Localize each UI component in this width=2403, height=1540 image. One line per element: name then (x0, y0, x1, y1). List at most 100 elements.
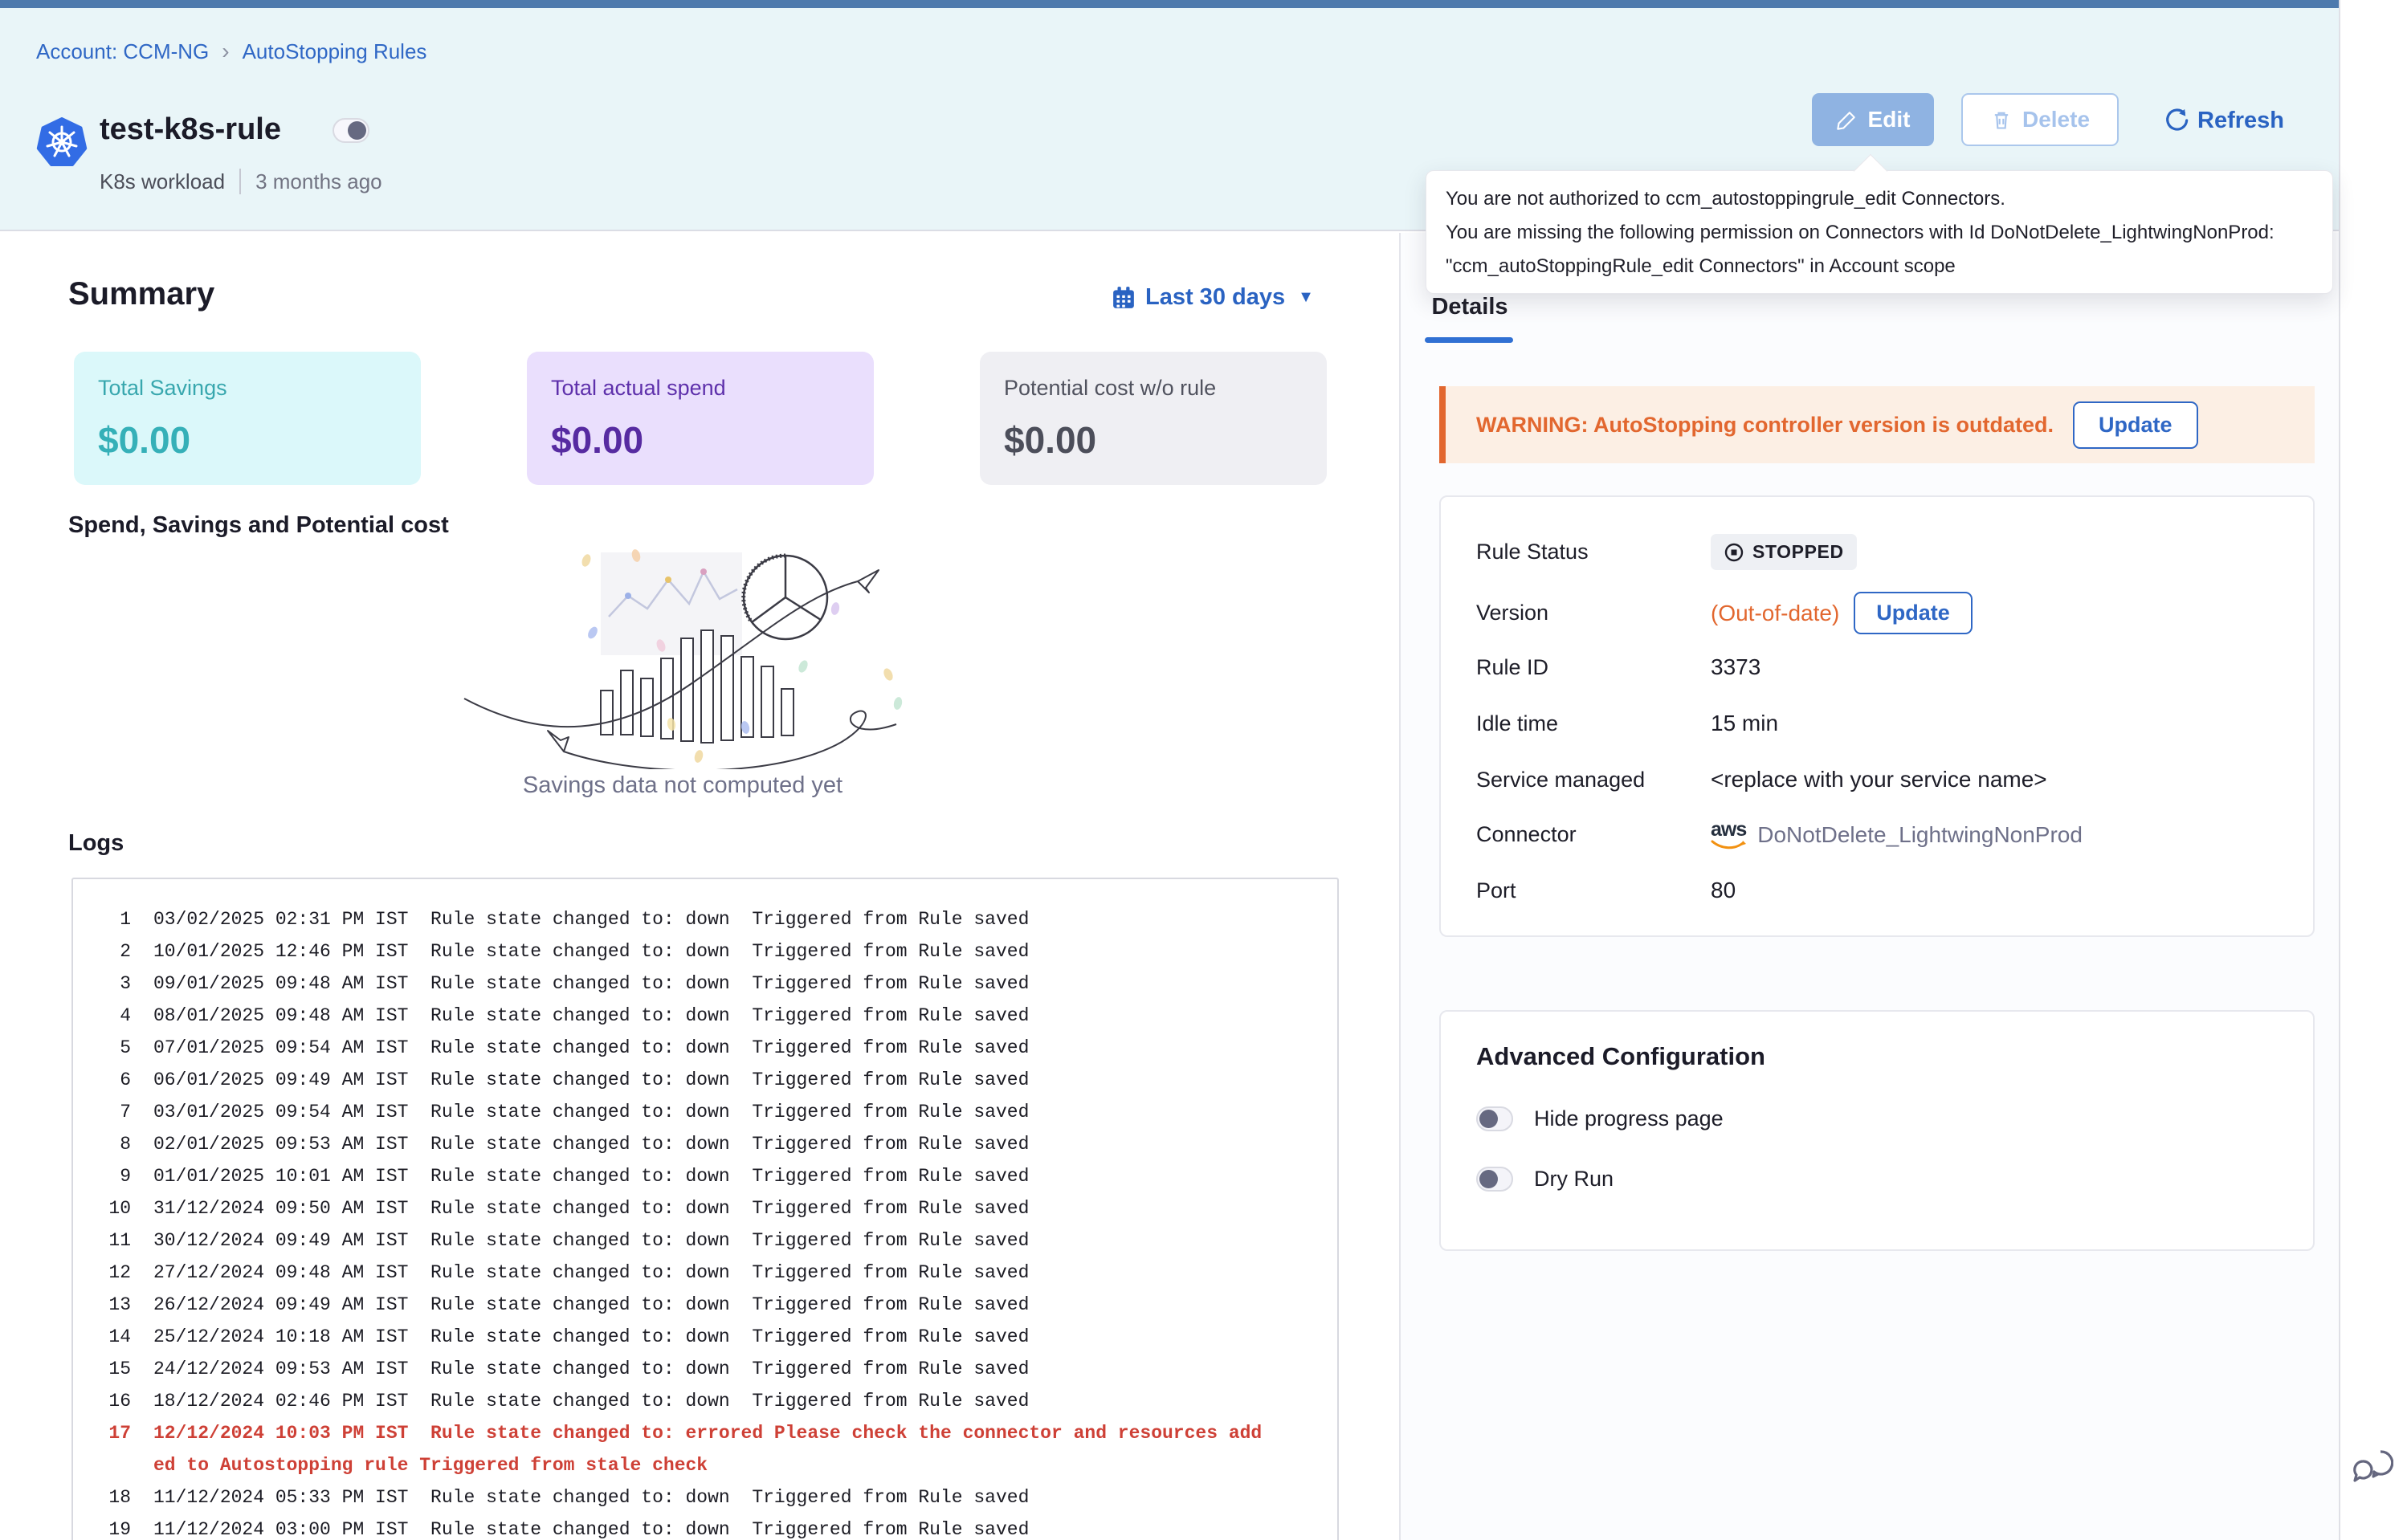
log-line-number: 13 (108, 1294, 131, 1315)
tab-active-indicator (1425, 337, 1513, 343)
idle-time-value: 15 min (1711, 711, 1779, 735)
status-badge: STOPPED (1711, 534, 1857, 570)
service-managed-row: Service managed <replace with your servi… (1476, 767, 2047, 792)
subtitle-divider (239, 169, 242, 194)
hide-progress-page-toggle[interactable] (1476, 1106, 1513, 1131)
tab-details[interactable]: Details (1431, 294, 1508, 320)
right-gutter (2339, 0, 2403, 1540)
log-row: 11 30/12/2024 09:49 AM IST Rule state cha… (91, 1224, 1321, 1257)
trash-icon (1994, 112, 2009, 129)
log-row: 6 06/01/2025 09:49 AM IST Rule state chan… (91, 1064, 1321, 1096)
log-row: 7 03/01/2025 09:54 AM IST Rule state chan… (91, 1096, 1321, 1128)
breadcrumb: Account: CCM-NG › AutoStopping Rules (36, 39, 426, 64)
tooltip-line-3: "ccm_autoStoppingRule_edit Connectors" i… (1446, 255, 1956, 277)
toggle-label: Dry Run (1534, 1167, 1614, 1191)
logs-heading: Logs (68, 830, 124, 856)
empty-chart-illustration (463, 549, 903, 769)
log-row: 8 02/01/2025 09:53 AM IST Rule state chan… (91, 1128, 1321, 1160)
update-controller-button[interactable]: Update (2073, 401, 2198, 449)
rule-enabled-toggle[interactable] (333, 118, 369, 143)
permission-tooltip: You are not authorized to ccm_autostoppi… (1426, 170, 2333, 294)
log-line-number: 1 (120, 909, 131, 930)
log-line-number: 16 (108, 1391, 131, 1412)
breadcrumb-account-link[interactable]: Account: CCM-NG (36, 39, 210, 63)
log-line-text: 27/12/2024 09:48 AM IST Rule state chang… (153, 1262, 1030, 1283)
log-line-number: 10 (108, 1198, 131, 1219)
log-row: 4 08/01/2025 09:48 AM IST Rule state chan… (91, 1000, 1321, 1032)
service-managed-value: <replace with your service name> (1711, 767, 2047, 792)
workload-type-label: K8s workload (100, 169, 226, 194)
update-version-button[interactable]: Update (1854, 592, 1973, 634)
rule-status-row: Rule Status STOPPED (1476, 534, 1857, 570)
log-row: 10 31/12/2024 09:50 AM IST Rule state cha… (91, 1192, 1321, 1224)
connector-row: Connector aws DoNotDelete_LightwingNonPr… (1476, 820, 2083, 849)
log-line-number: 8 (120, 1134, 131, 1155)
row-label: Service managed (1476, 767, 1646, 792)
version-value: (Out-of-date) (1711, 600, 1840, 625)
card-value: $0.00 (1004, 419, 1097, 461)
card-label: Total actual spend (551, 376, 726, 400)
connector-value: aws DoNotDelete_LightwingNonProd (1711, 820, 2083, 849)
date-range-selector[interactable]: Last 30 days ▼ (1112, 284, 1314, 311)
log-row: 5 07/01/2025 09:54 AM IST Rule state chan… (91, 1032, 1321, 1064)
log-line-text: 08/01/2025 09:48 AM IST Rule state chang… (153, 1005, 1030, 1026)
log-row: 1 03/02/2025 02:31 PM IST Rule state chan… (91, 903, 1321, 935)
card-value: $0.00 (551, 419, 644, 461)
card-label: Potential cost w/o rule (1004, 376, 1217, 400)
advanced-configuration-heading: Advanced Configuration (1476, 1042, 1765, 1070)
log-line-text: 26/12/2024 09:49 AM IST Rule state chang… (153, 1294, 1030, 1315)
total-savings-card: Total Savings $0.00 (74, 352, 421, 485)
row-label: Port (1476, 878, 1516, 902)
rule-subtitle: K8s workload 3 months ago (100, 169, 382, 194)
log-line-number: 2 (120, 941, 131, 962)
log-line-number: 18 (108, 1487, 131, 1508)
log-line-text: 07/01/2025 09:54 AM IST Rule state chang… (153, 1037, 1030, 1058)
card-label: Total Savings (98, 376, 227, 400)
edit-button[interactable]: Edit (1812, 93, 1934, 146)
log-line-text: 10/01/2025 12:46 PM IST Rule state chang… (153, 941, 1030, 962)
log-line-text: 12/12/2024 10:03 PM IST Rule state chang… (153, 1423, 1263, 1476)
log-line-text: 31/12/2024 09:50 AM IST Rule state chang… (153, 1198, 1030, 1219)
stopped-icon (1724, 543, 1744, 561)
log-line-number: 19 (108, 1519, 131, 1540)
refresh-button[interactable]: Refresh (2164, 103, 2284, 138)
controller-outdated-warning: WARNING: AutoStopping controller version… (1439, 386, 2315, 463)
tooltip-line-1: You are not authorized to ccm_autostoppi… (1446, 188, 2005, 210)
log-line-text: 06/01/2025 09:49 AM IST Rule state chang… (153, 1069, 1030, 1090)
log-line-number: 5 (120, 1037, 131, 1058)
delete-button[interactable]: Delete (1961, 93, 2119, 146)
log-row: 16 18/12/2024 02:46 PM IST Rule state cha… (91, 1385, 1321, 1417)
log-line-text: 24/12/2024 09:53 AM IST Rule state chang… (153, 1359, 1030, 1379)
log-line-number: 12 (108, 1262, 131, 1283)
port-value: 80 (1711, 878, 1736, 902)
row-label: Version (1476, 601, 1549, 625)
log-line-text: 02/01/2025 09:53 AM IST Rule state chang… (153, 1134, 1030, 1155)
top-accent-strip (0, 0, 2339, 8)
breadcrumb-separator: › (222, 39, 230, 63)
log-line-number: 14 (108, 1326, 131, 1347)
dry-run-toggle[interactable] (1476, 1167, 1513, 1192)
aws-logo-icon: aws (1711, 820, 1747, 849)
breadcrumb-autostopping-link[interactable]: AutoStopping Rules (242, 39, 427, 63)
hide-progress-page-row: Hide progress page (1476, 1106, 2278, 1131)
log-viewer[interactable]: 1 03/02/2025 02:31 PM IST Rule state chan… (71, 878, 1339, 1540)
warning-text: WARNING: AutoStopping controller version… (1476, 412, 2054, 437)
log-row: 3 09/01/2025 09:48 AM IST Rule state chan… (91, 968, 1321, 1000)
tooltip-line-2: You are missing the following permission… (1446, 222, 2274, 243)
pencil-icon (1836, 112, 1855, 130)
potential-cost-card: Potential cost w/o rule $0.00 (980, 352, 1327, 485)
empty-chart-caption: Savings data not computed yet (522, 772, 843, 798)
toggle-knob (348, 121, 366, 140)
advanced-configuration-card: Advanced Configuration Hide progress pag… (1439, 1010, 2315, 1251)
log-line-text: 30/12/2024 09:49 AM IST Rule state chang… (153, 1230, 1030, 1251)
help-chat-icon[interactable] (2352, 1445, 2393, 1490)
row-label: Rule Status (1476, 540, 1589, 564)
row-label: Idle time (1476, 711, 1559, 735)
log-line-number: 11 (108, 1230, 131, 1251)
rule-id-row: Rule ID 3373 (1476, 654, 1760, 680)
log-row: 13 26/12/2024 09:49 AM IST Rule state cha… (91, 1289, 1321, 1321)
rule-id-value: 3373 (1711, 654, 1761, 679)
refresh-icon (2166, 108, 2189, 131)
page-title: test-k8s-rule (100, 112, 281, 146)
